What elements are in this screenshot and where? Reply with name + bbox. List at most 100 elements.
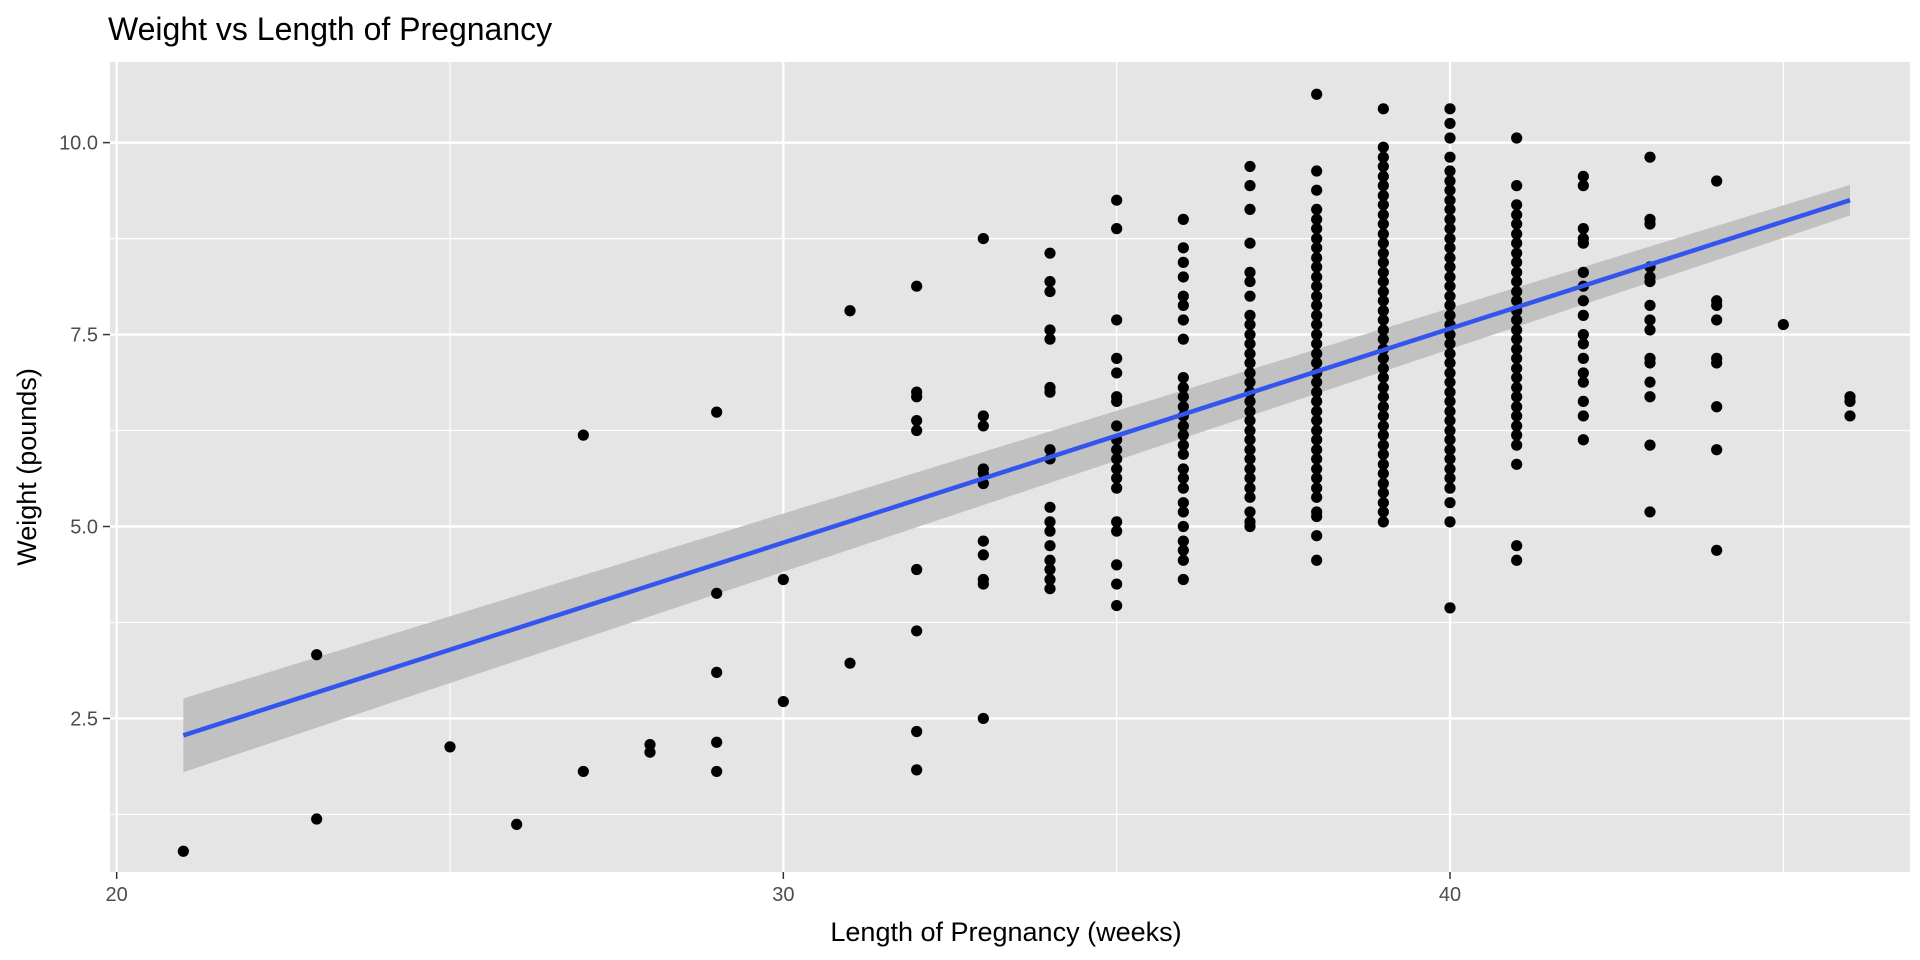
data-points xyxy=(177,88,1856,857)
data-point xyxy=(1177,271,1189,283)
data-point xyxy=(1111,482,1123,494)
data-point xyxy=(1577,266,1589,278)
data-point xyxy=(1311,290,1323,302)
data-point xyxy=(1177,497,1189,509)
data-point xyxy=(1511,132,1523,144)
data-point xyxy=(911,414,923,427)
data-point xyxy=(1511,285,1523,298)
data-point xyxy=(1711,314,1723,326)
data-point xyxy=(1111,516,1123,528)
data-point xyxy=(1577,376,1589,388)
data-point xyxy=(1044,285,1056,298)
data-point xyxy=(911,725,923,738)
data-point xyxy=(644,746,656,758)
data-point xyxy=(1377,237,1389,249)
data-point xyxy=(1311,280,1323,292)
data-point xyxy=(1511,180,1523,192)
data-point xyxy=(1377,266,1389,278)
data-point xyxy=(1244,237,1256,249)
data-point xyxy=(1244,463,1256,475)
data-point xyxy=(1311,299,1323,311)
data-point xyxy=(1511,199,1523,211)
data-point xyxy=(1511,275,1523,288)
data-point xyxy=(1511,228,1523,240)
data-point xyxy=(1177,371,1189,384)
data-point xyxy=(444,741,456,753)
data-point xyxy=(1244,414,1256,427)
data-point xyxy=(311,649,323,661)
x-axis-ticks: 20 30 40 xyxy=(106,872,1461,906)
data-point xyxy=(1511,333,1523,345)
data-point xyxy=(1511,266,1523,278)
data-point xyxy=(711,666,723,678)
data-point xyxy=(1444,434,1456,446)
data-point xyxy=(1444,405,1456,417)
data-point xyxy=(1244,318,1256,331)
data-point xyxy=(1044,563,1056,576)
data-point xyxy=(1044,333,1056,345)
data-point xyxy=(1244,491,1256,503)
data-point xyxy=(1377,180,1389,192)
data-point xyxy=(1244,453,1256,465)
data-point xyxy=(1111,463,1123,475)
data-point xyxy=(1711,544,1723,556)
data-point xyxy=(1444,299,1456,311)
data-point xyxy=(1577,170,1589,182)
data-point xyxy=(1377,151,1389,163)
data-point xyxy=(1711,175,1723,187)
data-point xyxy=(1377,160,1389,173)
data-point xyxy=(1311,482,1323,494)
data-point xyxy=(1311,213,1323,225)
data-point xyxy=(1177,573,1189,586)
data-point xyxy=(1311,88,1323,100)
data-point xyxy=(1177,314,1189,326)
data-point xyxy=(1044,573,1056,586)
data-point xyxy=(1311,463,1323,475)
data-point xyxy=(1444,367,1456,379)
data-point xyxy=(1311,242,1323,254)
data-point xyxy=(977,410,989,422)
trend-line xyxy=(182,198,1851,738)
data-point xyxy=(1444,175,1456,187)
data-point xyxy=(1377,467,1389,480)
data-point xyxy=(1377,401,1389,413)
data-point xyxy=(1444,242,1456,254)
data-point xyxy=(1511,314,1523,326)
data-point xyxy=(1177,256,1189,268)
y-tick-label: 7.5 xyxy=(70,325,98,347)
data-point xyxy=(1244,395,1256,407)
data-point xyxy=(1111,367,1123,379)
data-point xyxy=(1244,266,1256,278)
data-point xyxy=(977,420,989,432)
data-point xyxy=(977,549,989,561)
x-tick-label: 20 xyxy=(106,884,128,906)
data-point xyxy=(1377,391,1389,403)
x-tick-label: 40 xyxy=(1439,884,1461,906)
data-point xyxy=(1311,184,1323,196)
data-point xyxy=(1444,395,1456,407)
data-point xyxy=(911,764,923,776)
data-point xyxy=(911,424,923,437)
data-point xyxy=(1444,602,1456,614)
data-point xyxy=(1111,314,1123,326)
data-point xyxy=(1311,348,1323,360)
data-point xyxy=(1311,223,1323,235)
data-point xyxy=(1511,371,1523,384)
data-point xyxy=(1311,472,1323,484)
data-point xyxy=(1444,261,1456,273)
data-point xyxy=(577,765,589,778)
data-point xyxy=(1444,497,1456,509)
data-point xyxy=(1511,352,1523,364)
data-point xyxy=(1444,223,1456,235)
data-point xyxy=(1577,237,1589,249)
data-point xyxy=(177,845,189,857)
data-point xyxy=(1377,295,1389,307)
data-point xyxy=(1311,434,1323,446)
data-point xyxy=(1377,256,1389,268)
data-point xyxy=(1644,324,1656,336)
data-point xyxy=(1444,338,1456,350)
data-point xyxy=(1377,516,1389,528)
data-point xyxy=(1244,367,1256,379)
data-point xyxy=(1377,477,1389,490)
data-point xyxy=(1444,232,1456,245)
